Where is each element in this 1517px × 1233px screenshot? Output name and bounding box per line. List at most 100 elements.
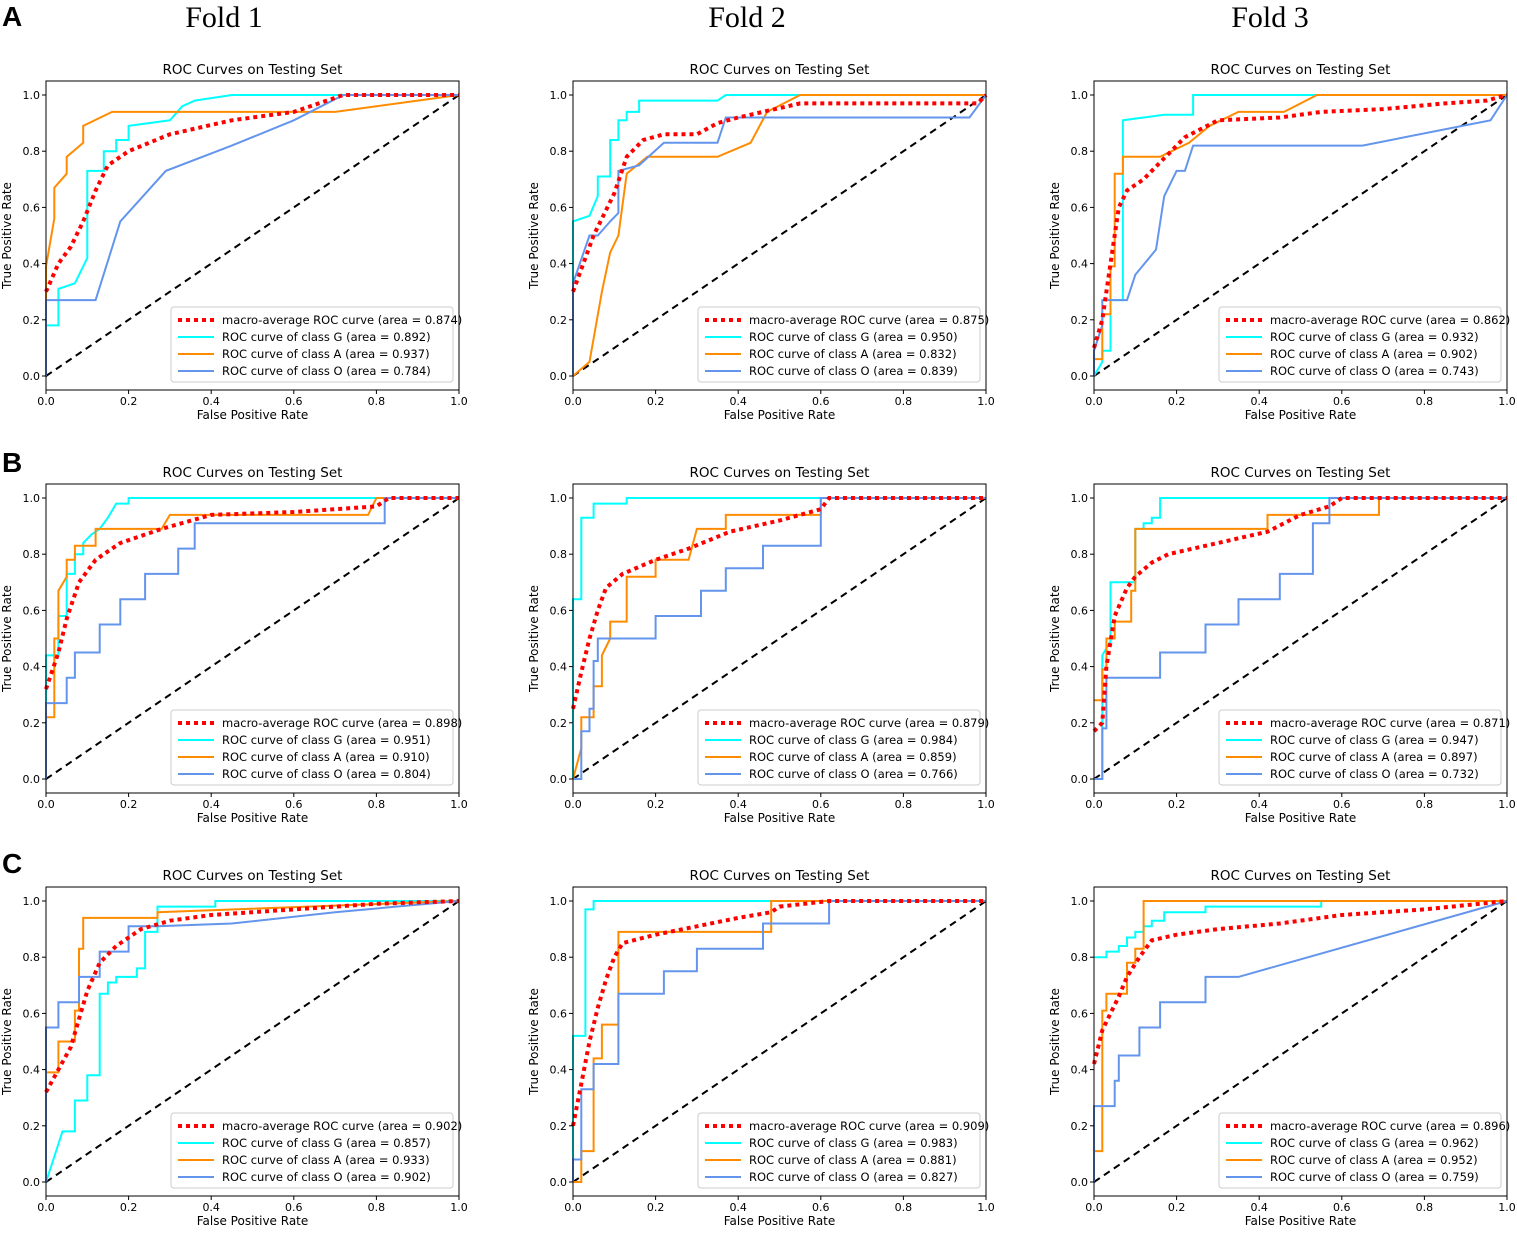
x-axis-label: False Positive Rate xyxy=(724,408,836,422)
y-tick-label: 1.0 xyxy=(1071,492,1089,505)
fold-title-3: Fold 3 xyxy=(1231,1,1309,34)
roc-curve-class-O xyxy=(1093,900,1508,1182)
roc-curve-class-O xyxy=(45,497,459,779)
x-tick-label: 0.4 xyxy=(202,1201,220,1214)
y-tick-label: 0.4 xyxy=(1071,258,1089,271)
roc-curve-class-A xyxy=(1094,900,1507,1153)
legend-label-class-G: ROC curve of class G (area = 0.983) xyxy=(749,1136,958,1150)
x-tick-label: 0.8 xyxy=(368,395,386,408)
legend-label-macro-average: macro-average ROC curve (area = 0.896) xyxy=(1270,1119,1510,1133)
y-tick-label: 0.6 xyxy=(1071,604,1089,617)
legend-label-macro-average: macro-average ROC curve (area = 0.874) xyxy=(222,313,462,327)
legend-label-macro-average: macro-average ROC curve (area = 0.879) xyxy=(749,716,989,730)
legend-label-class-G: ROC curve of class G (area = 0.932) xyxy=(1270,330,1479,344)
legend-label-class-O: ROC curve of class O (area = 0.827) xyxy=(749,1170,958,1184)
y-tick-label: 1.0 xyxy=(550,89,568,102)
y-tick-label: 0.6 xyxy=(550,604,568,617)
x-tick-label: 0.4 xyxy=(1250,798,1268,811)
panel-title: ROC Curves on Testing Set xyxy=(1211,465,1391,481)
panel-title: ROC Curves on Testing Set xyxy=(690,465,870,481)
fold-title-1: Fold 1 xyxy=(185,1,263,34)
y-tick-label: 0.0 xyxy=(550,1176,568,1189)
roc-curve-macro-average xyxy=(571,899,986,1127)
axes-frame xyxy=(572,886,987,1197)
roc-panel-b-fold1: ROC Curves on Testing Set 0.0 0.2 0.4 0.6 0.8… xyxy=(0,465,468,825)
y-tick-label: 1.0 xyxy=(550,492,568,505)
y-tick-label: 0.0 xyxy=(1071,370,1089,383)
x-tick-label: 0.8 xyxy=(368,798,386,811)
x-tick-label: 0.4 xyxy=(729,798,747,811)
y-tick-label: 0.0 xyxy=(550,773,568,786)
y-axis-label: True Positive Rate xyxy=(0,182,14,290)
x-tick-label: 0.6 xyxy=(812,1201,830,1214)
legend-label-class-O: ROC curve of class O (area = 0.743) xyxy=(1270,364,1479,378)
roc-curve-class-G xyxy=(45,94,459,331)
x-tick-label: 0.6 xyxy=(812,395,830,408)
legend-label-class-G: ROC curve of class G (area = 0.984) xyxy=(749,733,958,747)
fold-title-2: Fold 2 xyxy=(708,1,786,34)
x-tick-label: 0.8 xyxy=(1416,395,1434,408)
x-tick-label: 0.2 xyxy=(120,1201,138,1214)
x-tick-label: 0.2 xyxy=(1168,395,1186,408)
y-tick-label: 0.2 xyxy=(550,1120,568,1133)
y-tick-label: 0.0 xyxy=(1071,1176,1089,1189)
y-axis-label: True Positive Rate xyxy=(0,585,14,693)
x-tick-label: 0.0 xyxy=(564,1201,582,1214)
x-tick-label: 1.0 xyxy=(450,798,468,811)
roc-curve-class-G xyxy=(572,497,986,779)
y-tick-label: 1.0 xyxy=(23,895,41,908)
y-tick-label: 0.6 xyxy=(550,201,568,214)
roc-panel-c-fold3: ROC Curves on Testing Set 0.0 0.2 0.4 0.6 0.8… xyxy=(1048,868,1516,1228)
x-tick-label: 0.2 xyxy=(1168,798,1186,811)
y-tick-label: 0.0 xyxy=(550,370,568,383)
x-tick-label: 0.6 xyxy=(285,1201,303,1214)
y-tick-label: 0.0 xyxy=(23,370,41,383)
legend-label-class-O: ROC curve of class O (area = 0.766) xyxy=(749,767,958,781)
x-tick-label: 1.0 xyxy=(1498,395,1516,408)
axes-frame xyxy=(1093,886,1508,1197)
y-tick-label: 0.2 xyxy=(1071,717,1089,730)
legend-label-class-A: ROC curve of class A (area = 0.937) xyxy=(222,347,430,361)
x-axis-label: False Positive Rate xyxy=(197,811,309,825)
roc-curve-class-G xyxy=(45,900,459,1183)
y-tick-label: 0.6 xyxy=(550,1007,568,1020)
legend-label-macro-average: macro-average ROC curve (area = 0.862) xyxy=(1270,313,1510,327)
y-tick-label: 1.0 xyxy=(23,492,41,505)
axes-frame xyxy=(45,483,460,794)
x-tick-label: 0.8 xyxy=(895,798,913,811)
chart-panels: ROC Curves on Testing Set 0.0 0.2 0.4 0.6 0.8… xyxy=(0,62,1516,1228)
legend-box xyxy=(697,306,981,383)
x-tick-label: 1.0 xyxy=(977,798,995,811)
x-tick-label: 1.0 xyxy=(450,395,468,408)
panel-title: ROC Curves on Testing Set xyxy=(163,62,343,78)
legend-box xyxy=(170,306,454,383)
y-tick-label: 0.2 xyxy=(550,314,568,327)
legend-label-class-O: ROC curve of class O (area = 0.839) xyxy=(749,364,958,378)
y-tick-label: 0.0 xyxy=(1071,773,1089,786)
roc-curve-class-O xyxy=(572,900,986,1182)
x-tick-label: 0.8 xyxy=(368,1201,386,1214)
x-tick-label: 0.2 xyxy=(647,395,665,408)
y-axis-label: True Positive Rate xyxy=(1048,585,1062,693)
legend-label-macro-average: macro-average ROC curve (area = 0.875) xyxy=(749,313,989,327)
y-tick-label: 0.8 xyxy=(550,548,568,561)
roc-panel-a-fold2: ROC Curves on Testing Set 0.0 0.2 0.4 0.6 0.8… xyxy=(527,62,995,422)
x-tick-label: 0.0 xyxy=(37,395,55,408)
x-tick-label: 0.4 xyxy=(1250,395,1268,408)
x-tick-label: 0.4 xyxy=(1250,1201,1268,1214)
y-axis-label: True Positive Rate xyxy=(1048,182,1062,290)
y-tick-label: 0.2 xyxy=(23,1120,41,1133)
legend-label-macro-average: macro-average ROC curve (area = 0.902) xyxy=(222,1119,462,1133)
roc-panel-b-fold3: ROC Curves on Testing Set 0.0 0.2 0.4 0.6 0.8… xyxy=(1048,465,1516,825)
axes-frame xyxy=(1093,80,1508,391)
x-tick-label: 0.2 xyxy=(120,798,138,811)
y-tick-label: 0.6 xyxy=(23,201,41,214)
legend-label-class-G: ROC curve of class G (area = 0.951) xyxy=(222,733,431,747)
x-tick-label: 1.0 xyxy=(450,1201,468,1214)
roc-curve-macro-average xyxy=(44,93,459,293)
axes-frame xyxy=(1093,483,1508,794)
y-tick-label: 0.6 xyxy=(23,604,41,617)
legend-label-class-G: ROC curve of class G (area = 0.950) xyxy=(749,330,958,344)
x-axis-label: False Positive Rate xyxy=(724,811,836,825)
